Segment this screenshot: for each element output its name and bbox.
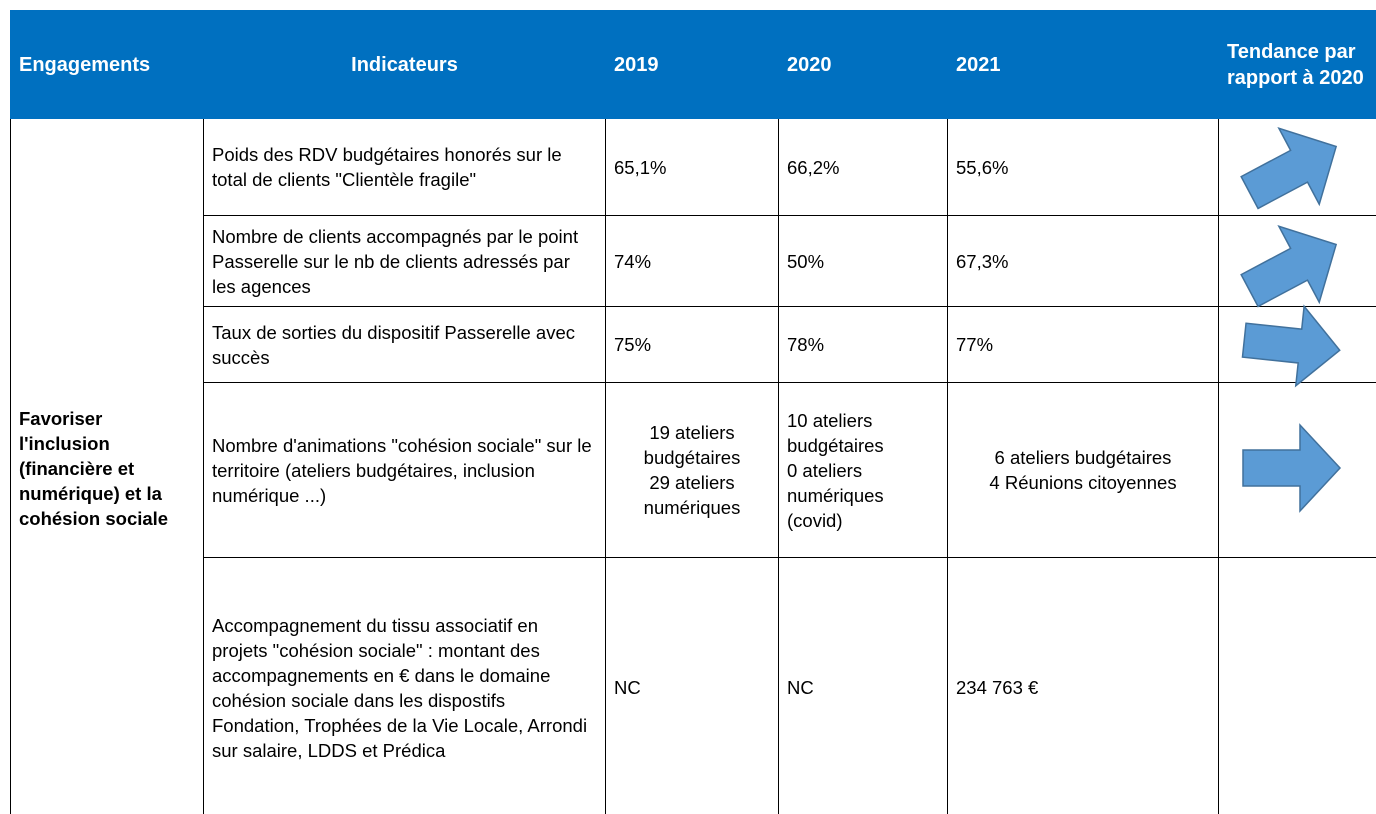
value-line: 66,2%: [787, 156, 840, 178]
indicator-cell: Taux de sorties du dispositif Passerelle…: [203, 306, 606, 383]
trend-cell: [1218, 215, 1376, 307]
column-header: 2021: [947, 10, 1219, 119]
value-cell: NC: [605, 557, 779, 814]
table-body: Favoriser l'inclusion (financière et num…: [10, 118, 1376, 814]
value-cell: 78%: [778, 306, 948, 383]
value-cell: 75%: [605, 306, 779, 383]
value-cell: 234 763 €: [947, 557, 1219, 814]
value-line: 67,3%: [956, 250, 1009, 272]
value-line: 29 ateliers: [649, 472, 735, 493]
value-cell: 50%: [778, 215, 948, 307]
value-cell: 74%: [605, 215, 779, 307]
value-line: 10 ateliers: [787, 409, 873, 431]
value-line: 0 ateliers: [787, 459, 863, 481]
engagement-cell: Favoriser l'inclusion (financière et num…: [10, 118, 204, 814]
value-line: 78%: [787, 334, 825, 355]
value-line: numériques: [643, 497, 741, 518]
table-row: Taux de sorties du dispositif Passerelle…: [11, 306, 1376, 383]
table-row: Accompagnement du tissu associatif en pr…: [11, 557, 1376, 814]
indicator-cell: Poids des RDV budgétaires honorés sur le…: [203, 118, 606, 216]
trend-cell: [1218, 118, 1376, 216]
value-cell: 77%: [947, 306, 1219, 383]
header-row: Engagements Indicateurs 2019 2020 2021 Tendan…: [10, 10, 1376, 119]
value-line: 74%: [614, 250, 652, 272]
column-header: Engagements: [10, 10, 204, 119]
value-line: 77%: [956, 334, 994, 355]
value-line: NC: [614, 677, 641, 698]
value-line: 75%: [614, 334, 652, 355]
trend-cell: [1218, 557, 1376, 814]
value-cell: 55,6%: [947, 118, 1219, 216]
value-line: 55,6%: [956, 156, 1009, 178]
value-line: 4 Réunions citoyennes: [989, 472, 1177, 493]
value-line: budgétaires: [643, 447, 741, 468]
value-cell: 19 ateliers budgétaires 29 ateliers numériq…: [605, 382, 779, 558]
value-line: 6 ateliers budgétaires: [994, 447, 1172, 468]
value-line: (covid): [787, 509, 843, 531]
column-header: 2020: [778, 10, 948, 119]
indicator-table: Engagements Indicateurs 2019 2020 2021 Tendan…: [10, 10, 1376, 814]
value-line: 50%: [787, 250, 825, 272]
table-row: Nombre de clients accompagnés par le poi…: [11, 215, 1376, 307]
trend-cell: [1218, 382, 1376, 558]
indicator-cell: Nombre de clients accompagnés par le poi…: [203, 215, 606, 307]
indicator-cell: Nombre d'animations "cohésion sociale" s…: [203, 382, 606, 558]
value-line: 19 ateliers: [649, 422, 735, 443]
value-cell: NC: [778, 557, 948, 814]
column-header: Tendance par rapport à 2020: [1218, 10, 1376, 119]
value-cell: 6 ateliers budgétaires 4 Réunions citoyen…: [947, 382, 1219, 558]
value-line: 65,1%: [614, 156, 667, 178]
value-cell: 65,1%: [605, 118, 779, 216]
column-header: Indicateurs: [203, 10, 606, 119]
value-line: budgétaires: [787, 434, 884, 456]
column-header: 2019: [605, 10, 779, 119]
value-line: numériques: [787, 484, 884, 506]
value-cell: 66,2%: [778, 118, 948, 216]
value-line: 234 763 €: [956, 677, 1039, 698]
trend-cell: [1218, 306, 1376, 383]
table-row: Nombre d'animations "cohésion sociale" s…: [11, 382, 1376, 558]
value-cell: 67,3%: [947, 215, 1219, 307]
value-cell: 10 ateliers budgétaires 0 ateliers numériqu…: [778, 382, 948, 558]
table-row: Favoriser l'inclusion (financière et num…: [10, 118, 1376, 814]
indicator-cell: Accompagnement du tissu associatif en pr…: [203, 557, 606, 814]
value-line: NC: [787, 677, 814, 698]
